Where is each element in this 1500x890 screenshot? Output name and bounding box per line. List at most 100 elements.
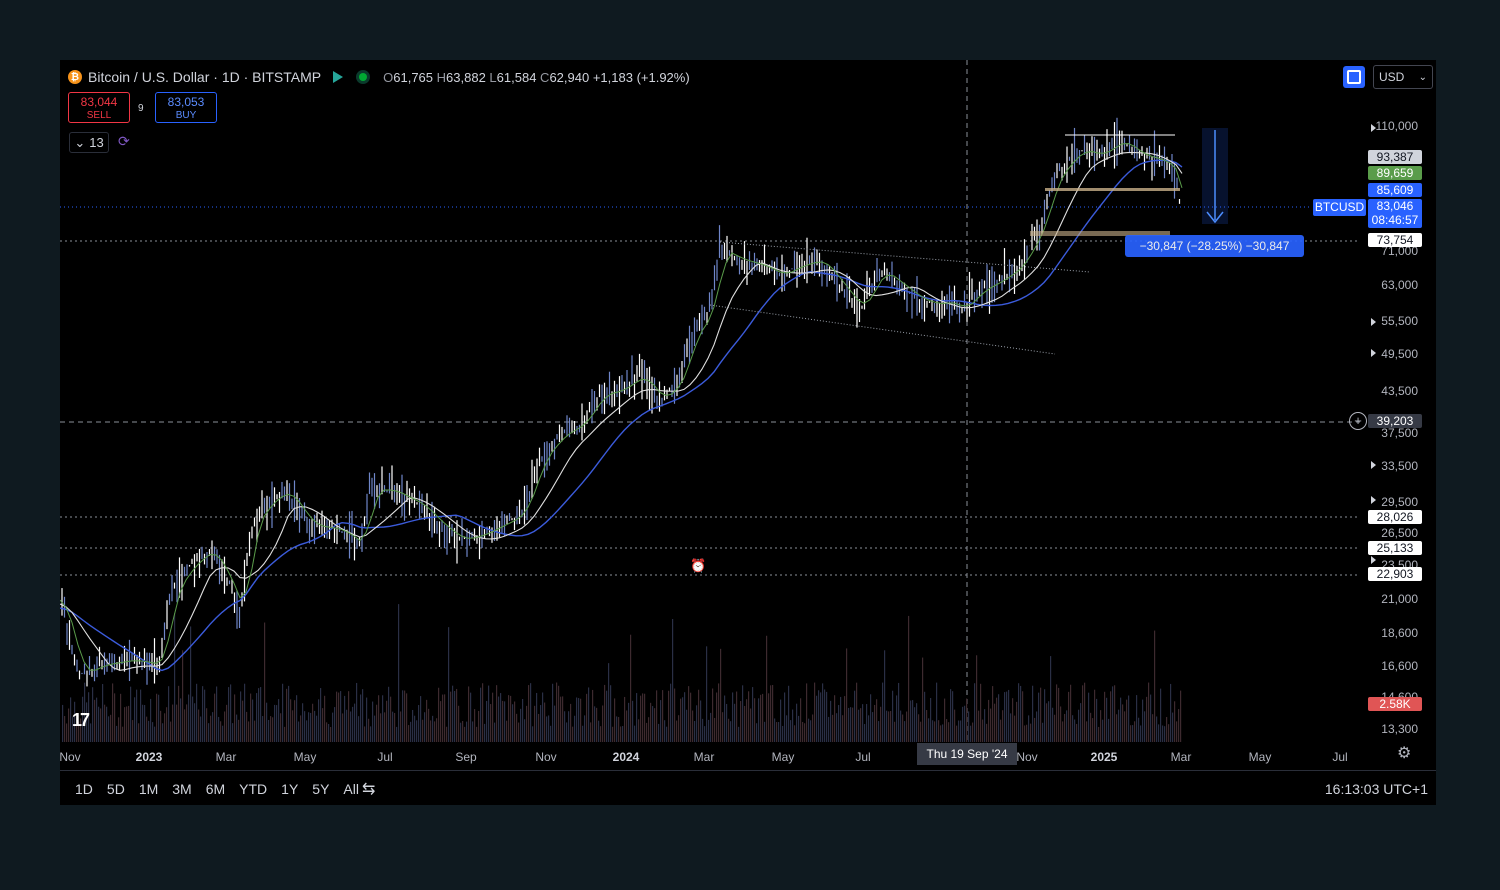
alarm-clock-icon[interactable]: ⏰: [690, 558, 707, 573]
volume-bar: [466, 721, 468, 742]
volume-bar: [956, 725, 958, 742]
volume-bar: [418, 705, 420, 742]
volume-bar: [840, 696, 842, 742]
volume-bar: [818, 690, 820, 742]
refresh-icon[interactable]: ⟳: [118, 133, 130, 149]
volume-bar: [700, 700, 702, 742]
volume-bar: [364, 726, 366, 742]
volume-bar: [390, 696, 392, 742]
price-label: 18,600: [1381, 626, 1418, 640]
volume-bar: [540, 705, 542, 742]
range-1d[interactable]: 1D: [75, 780, 93, 797]
symbol-title[interactable]: Bitcoin / U.S. Dollar · 1D · BITSTAMP: [88, 69, 322, 85]
volume-bar: [678, 715, 680, 742]
volume-bar: [560, 696, 562, 742]
volume-bar: [862, 704, 864, 742]
volume-bar: [1172, 712, 1174, 742]
volume-bar: [404, 690, 406, 742]
auto-scale-button[interactable]: [1343, 66, 1365, 88]
volume-bar: [608, 663, 610, 742]
volume-bar: [794, 725, 796, 742]
volume-bar: [662, 690, 664, 742]
measure-label: −30,847 (−28.25%) −30,847: [1125, 235, 1304, 257]
volume-bar: [182, 650, 184, 742]
volume-bar: [1082, 685, 1084, 742]
volume-bar: [594, 706, 596, 742]
indicators-toggle[interactable]: ⌄ 13: [69, 132, 109, 153]
volume-bar: [478, 710, 480, 742]
range-1m[interactable]: 1M: [138, 780, 159, 797]
volume-bar: [836, 713, 838, 742]
volume-bar: [128, 705, 130, 742]
clock[interactable]: 16:13:03 UTC+1: [1324, 781, 1428, 797]
volume-bar: [330, 726, 332, 742]
range-6m[interactable]: 6M: [205, 780, 226, 797]
volume-bar: [174, 613, 176, 742]
price-chart[interactable]: [60, 60, 1436, 805]
volume-bar: [658, 723, 660, 742]
gear-icon[interactable]: ⚙: [1397, 745, 1412, 762]
price-label: 55,500: [1381, 314, 1418, 328]
volume-bar: [848, 707, 850, 742]
volume-bar: [810, 720, 812, 742]
volume-bar: [920, 721, 922, 742]
volume-bar: [980, 683, 982, 742]
add-level-icon[interactable]: +: [1349, 412, 1367, 430]
volume-bar: [1076, 723, 1078, 742]
volume-bar: [604, 684, 606, 742]
volume-bar: [502, 700, 504, 742]
volume-bar: [1176, 721, 1178, 742]
volume-bar: [1062, 721, 1064, 742]
range-1y[interactable]: 1Y: [281, 780, 299, 797]
volume-bar: [630, 634, 632, 742]
buy-button[interactable]: 83,053 BUY: [155, 92, 217, 123]
volume-bar: [764, 721, 766, 742]
volume-bar: [1132, 725, 1134, 742]
volume-bar: [80, 718, 82, 742]
high-value: 63,882: [446, 69, 486, 85]
range-5d[interactable]: 5D: [106, 780, 125, 797]
time-label: Jul: [1332, 750, 1348, 764]
volume-bar: [376, 704, 378, 742]
currency-select[interactable]: USD ⌄: [1373, 65, 1433, 89]
symbol-header: ₿ Bitcoin / U.S. Dollar · 1D · BITSTAMP …: [68, 68, 690, 86]
volume-bar: [462, 720, 464, 742]
volume-bar: [1156, 716, 1158, 742]
volume-bar: [116, 725, 118, 742]
volume-bar: [126, 706, 128, 742]
volume-bar: [952, 691, 954, 742]
volume-bar: [928, 718, 930, 742]
ma-fast-line: [60, 151, 1183, 671]
calendar-range-icon[interactable]: ⇆: [362, 781, 376, 798]
volume-bar: [328, 723, 330, 742]
volume-bar: [834, 695, 836, 742]
time-label: 2023: [135, 750, 163, 764]
price-label: 21,000: [1381, 592, 1418, 606]
sell-button[interactable]: 83,044 SELL: [68, 92, 130, 123]
time-label: Nov: [535, 750, 557, 764]
volume-bar: [392, 711, 394, 742]
volume-bar: [354, 703, 356, 742]
volume-bar: [136, 689, 138, 742]
volume-bar: [464, 726, 466, 742]
volume-bar: [280, 713, 282, 742]
range-all[interactable]: All: [343, 780, 359, 797]
volume-bar: [784, 692, 786, 742]
volume-bar: [1080, 703, 1082, 742]
volume-bar: [336, 691, 338, 742]
range-5y[interactable]: 5Y: [312, 780, 330, 797]
volume-bar: [70, 697, 72, 742]
range-3m[interactable]: 3M: [172, 780, 192, 797]
volume-bar: [688, 686, 690, 742]
volume-bar: [798, 715, 800, 742]
volume-bar: [932, 720, 934, 742]
volume-bar: [850, 707, 852, 742]
volume-bar: [436, 718, 438, 742]
volume-bar: [966, 698, 968, 742]
range-ytd[interactable]: YTD: [239, 780, 268, 797]
time-label: Mar: [693, 750, 715, 764]
volume-bar: [1010, 713, 1012, 742]
volume-bar: [912, 700, 914, 742]
volume-bar: [504, 701, 506, 742]
volume-bar: [86, 702, 88, 742]
